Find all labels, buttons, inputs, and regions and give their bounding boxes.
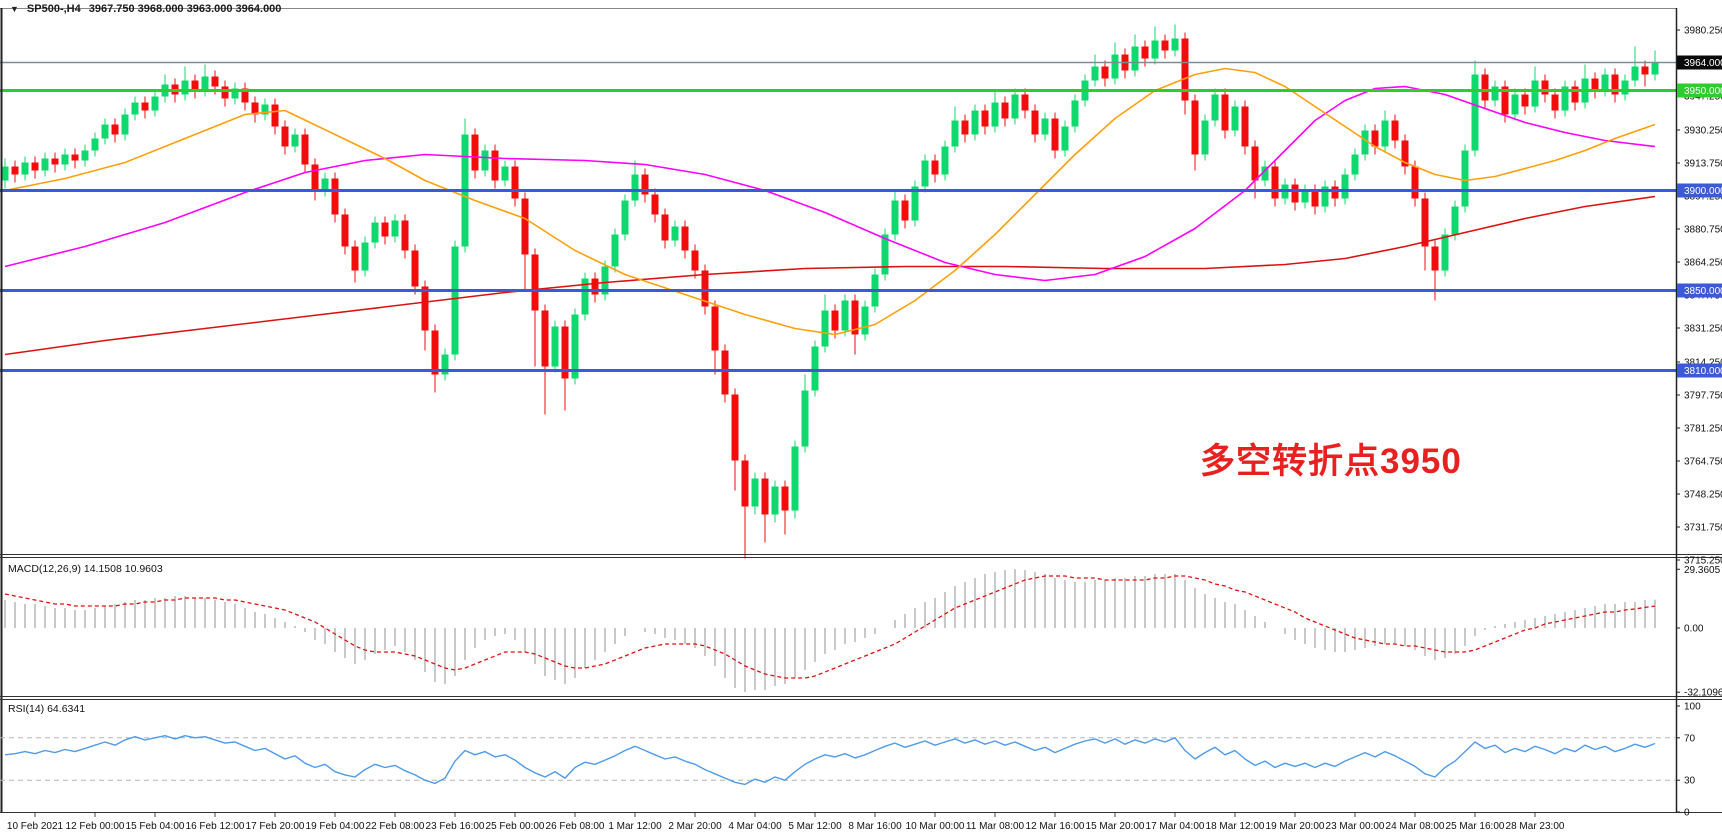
time-tick-label: 12 Feb 00:00 [66,821,125,832]
price-panel[interactable] [0,24,1676,559]
ohlc-values: 3967.750 3968.000 3963.000 3964.000 [88,3,282,15]
price-tick-label: 3764.750 [1684,457,1722,468]
time-tick-label: 18 Mar 12:00 [1206,821,1265,832]
rsi-indicator-label: RSI(14) 64.6341 [8,703,86,715]
price-tag-label: 3950.000 [1684,86,1722,97]
time-tick-label: 26 Feb 08:00 [546,821,605,832]
time-tick-label: 16 Feb 12:00 [186,821,245,832]
time-tick-label: 28 Mar 23:00 [1506,821,1565,832]
price-tag [1677,363,1722,378]
time-tick-label: 5 Mar 12:00 [788,821,842,832]
price-tag-label: 3964.000 [1684,58,1722,69]
price-tag [1677,83,1722,98]
candles-layer [1,24,1659,559]
time-tick-label: 17 Mar 04:00 [1146,821,1205,832]
price-tick-label: 3731.750 [1684,523,1722,534]
time-tick-label: 24 Mar 08:00 [1386,821,1445,832]
rsi-line [4,735,1656,786]
annotation-text: 多空转折点3950 [1200,442,1462,481]
price-tick-label: 3814.250 [1684,358,1722,369]
macd-tick-label: 0.00 [1684,624,1704,635]
ma-overlays [4,67,1656,356]
price-tag [1677,183,1722,198]
symbol-name: SP500-,H4 [26,3,81,15]
time-tick-label: 10 Mar 00:00 [906,821,965,832]
price-tag [1677,283,1722,298]
rsi-tick-label: 70 [1684,733,1696,744]
time-tick-label: 11 Mar 08:00 [966,821,1025,832]
time-tick-label: 15 Feb 04:00 [126,821,185,832]
time-tick-label: 8 Mar 16:00 [848,821,902,832]
panel-borders [0,8,1722,813]
time-tick-label: 17 Feb 20:00 [246,821,305,832]
price-tick-label: 3781.250 [1684,424,1722,435]
time-tick-label: 22 Feb 08:00 [366,821,425,832]
price-tick-label: 3748.250 [1684,490,1722,501]
rsi-panel[interactable]: 100 70 30 0 [0,702,1701,819]
time-tick-label: 25 Feb 00:00 [486,821,545,832]
time-tick-label: 19 Mar 20:00 [1266,821,1325,832]
macd-tick-label: -32.1096 [1684,688,1722,699]
macd-indicator-label: MACD(12,26,9) 14.1508 10.9603 [8,563,163,575]
symbol-ohlc-readout: ▼ SP500-,H4 3967.750 3968.000 3963.000 3… [10,3,281,15]
price-tag-label: 3850.000 [1684,286,1722,297]
price-tick-label: 3797.750 [1684,391,1722,402]
price-axis[interactable]: 3980.2503947.2503930.2503913.7503897.250… [1676,26,1722,567]
price-tick-label: 3980.250 [1684,26,1722,37]
rsi-tick-label: 0 [1684,808,1690,819]
horizontal-lines[interactable] [0,61,1676,372]
time-tick-label: 15 Mar 20:00 [1086,821,1145,832]
time-tick-label: 10 Feb 2021 [7,821,64,832]
price-tick-label: 3930.250 [1684,126,1722,137]
ma-fast-orange [4,67,1656,336]
price-tag [1677,55,1722,70]
price-tick-label: 3864.250 [1684,258,1722,269]
rsi-tick-label: 30 [1684,776,1696,787]
price-tick-label: 3831.250 [1684,324,1722,335]
price-tick-label: 3913.750 [1684,159,1722,170]
time-tick-label: 19 Feb 04:00 [306,821,365,832]
time-axis[interactable]: 10 Feb 2021 12 Feb 00:00 15 Feb 04:00 16 Fe… [7,813,1565,832]
time-tick-label: 1 Mar 12:00 [608,821,662,832]
macd-tick-label: 29.3605 [1684,565,1721,576]
symbol-dropdown-icon[interactable]: ▼ [10,4,19,14]
ma-medium-magenta [4,85,1656,282]
time-tick-label: 12 Mar 16:00 [1026,821,1085,832]
price-tick-label: 3715.250 [1684,556,1722,567]
price-tag-label: 3810.000 [1684,366,1722,377]
time-tick-label: 23 Mar 00:00 [1326,821,1385,832]
time-tick-label: 23 Feb 16:00 [426,821,485,832]
ma-slow-red [4,195,1656,356]
time-tick-label: 2 Mar 20:00 [668,821,722,832]
macd-panel[interactable]: 29.3605 0.00 -32.1096 [4,565,1722,699]
price-tag-label: 3900.000 [1684,186,1722,197]
macd-signal-line [4,575,1656,679]
rsi-tick-label: 100 [1684,702,1701,713]
time-tick-label: 4 Mar 04:00 [728,821,782,832]
price-tick-label: 3880.750 [1684,225,1722,236]
time-tick-label: 25 Mar 16:00 [1446,821,1505,832]
